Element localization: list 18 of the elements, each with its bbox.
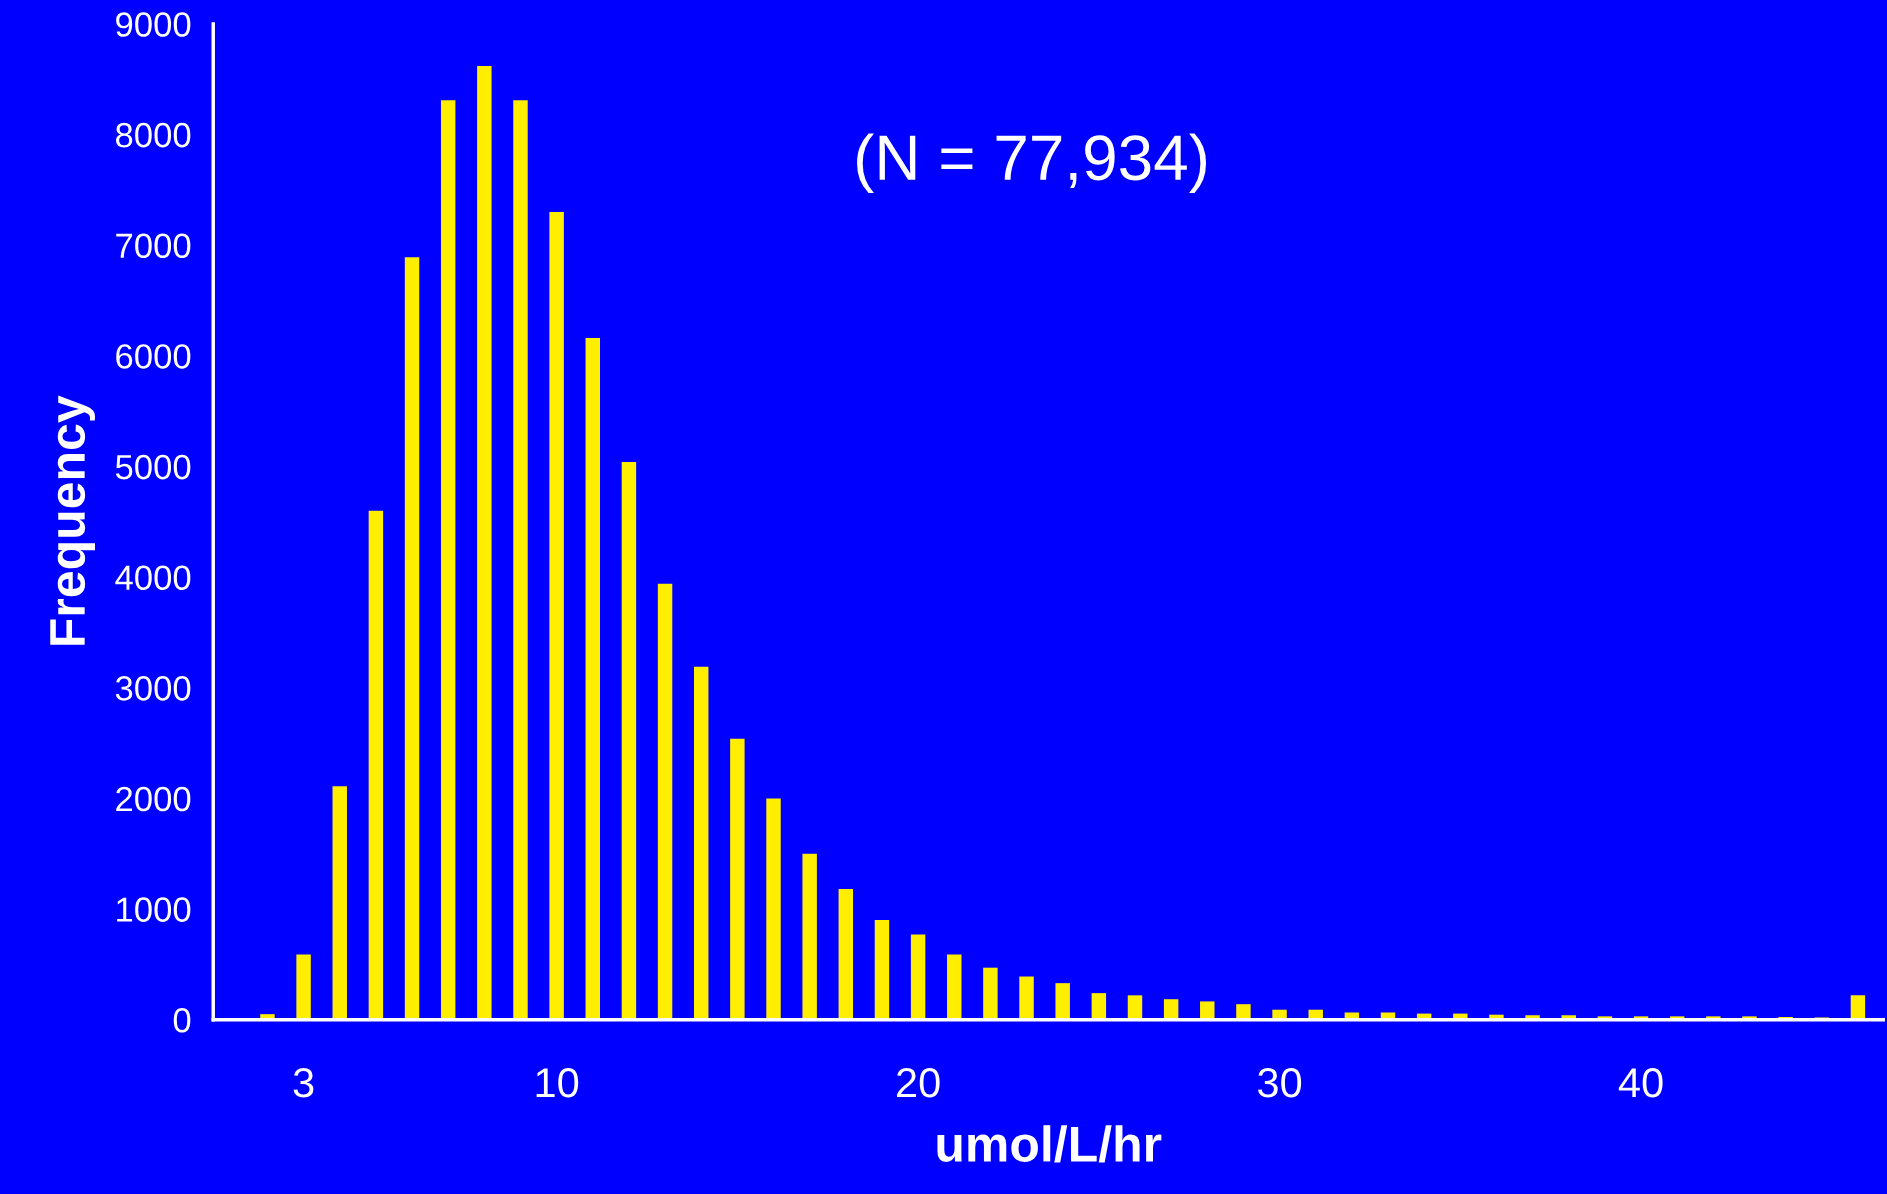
x-tick-label: 10 — [536, 1068, 579, 1098]
y-tick-label: 6000 — [116, 344, 191, 369]
y-tick-label: 8000 — [115, 122, 191, 148]
y-tick-label: 3000 — [115, 676, 191, 701]
y-tick-label: 5000 — [115, 454, 191, 480]
x-tick-label: 20 — [897, 1068, 940, 1098]
y-axis-title: Frequency — [50, 395, 96, 645]
x-tick-label: 30 — [1257, 1068, 1302, 1098]
y-tick-label: 0 — [173, 1008, 191, 1033]
annotation: (N = 77,934) — [857, 133, 1207, 194]
y-tick-label: 9000 — [116, 12, 191, 37]
y-tick-label: 2000 — [116, 786, 191, 812]
x-axis-title: umol/L/hr — [937, 1125, 1162, 1163]
y-tick-label: 1000 — [117, 897, 191, 922]
x-tick-label: 40 — [1618, 1068, 1663, 1098]
y-tick-label: 4000 — [115, 565, 191, 591]
x-tick-label: 3 — [293, 1068, 314, 1098]
y-tick-label: 7000 — [116, 233, 191, 259]
